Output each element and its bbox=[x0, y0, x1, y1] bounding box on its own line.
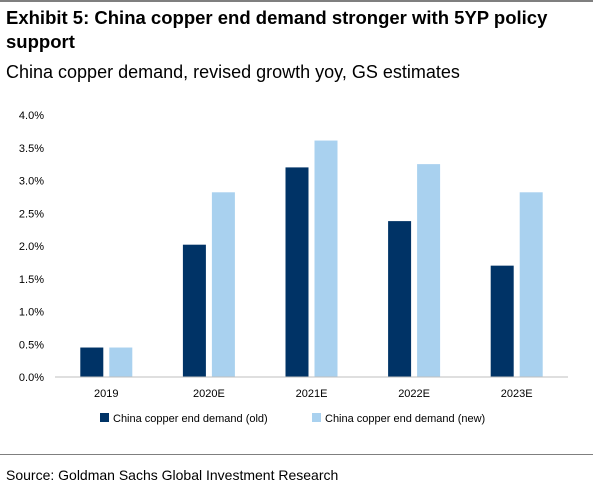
legend-swatch-old bbox=[100, 413, 109, 422]
y-tick-label: 1.5% bbox=[19, 274, 44, 286]
x-tick-label: 2021E bbox=[296, 388, 328, 400]
x-tick-label: 2023E bbox=[501, 388, 533, 400]
bar-old-2021e bbox=[285, 167, 309, 377]
legend-swatch-new bbox=[312, 413, 321, 422]
bar-old-2020e bbox=[182, 244, 206, 377]
y-tick-label: 0.0% bbox=[19, 372, 44, 384]
x-axis: 2019 2020E 2021E 2022E 2023E bbox=[55, 376, 568, 400]
y-tick-label: 4.0% bbox=[19, 110, 44, 122]
bar-old-2023e bbox=[490, 265, 514, 377]
y-tick-label: 2.5% bbox=[19, 208, 44, 220]
bar-old-2022e bbox=[388, 221, 412, 377]
bar-new-2019 bbox=[109, 347, 133, 377]
legend-label-old: China copper end demand (old) bbox=[113, 413, 268, 425]
y-tick-label: 2.0% bbox=[19, 241, 44, 253]
source-note: Source: Goldman Sachs Global Investment … bbox=[6, 467, 339, 483]
y-tick-label: 3.5% bbox=[19, 143, 44, 155]
bars bbox=[80, 140, 543, 377]
top-rule bbox=[0, 0, 593, 2]
x-tick-label: 2022E bbox=[398, 388, 430, 400]
x-tick-label: 2020E bbox=[193, 388, 225, 400]
bar-old-2019 bbox=[80, 347, 104, 377]
bottom-rule bbox=[0, 454, 593, 455]
exhibit-title: Exhibit 5: China copper end demand stron… bbox=[6, 7, 548, 52]
bar-chart: 0.0% 0.5% 1.0% 1.5% 2.0% 2.5% 3.0% 3.5% 4.0% 201… bbox=[19, 110, 568, 425]
bar-new-2022e bbox=[417, 164, 441, 377]
legend: China copper end demand (old) China coppe… bbox=[100, 413, 485, 425]
y-tick-label: 0.5% bbox=[19, 339, 44, 351]
y-tick-label: 1.0% bbox=[19, 307, 44, 319]
y-axis: 0.0% 0.5% 1.0% 1.5% 2.0% 2.5% 3.0% 3.5% 4.0% bbox=[19, 110, 44, 384]
bar-new-2021e bbox=[314, 140, 338, 377]
chart-subtitle: China copper demand, revised growth yoy,… bbox=[6, 62, 460, 82]
y-tick-label: 3.0% bbox=[19, 176, 44, 188]
legend-label-new: China copper end demand (new) bbox=[325, 413, 485, 425]
bar-new-2020e bbox=[211, 192, 235, 377]
bar-new-2023e bbox=[519, 192, 543, 377]
x-tick-label: 2019 bbox=[94, 388, 118, 400]
